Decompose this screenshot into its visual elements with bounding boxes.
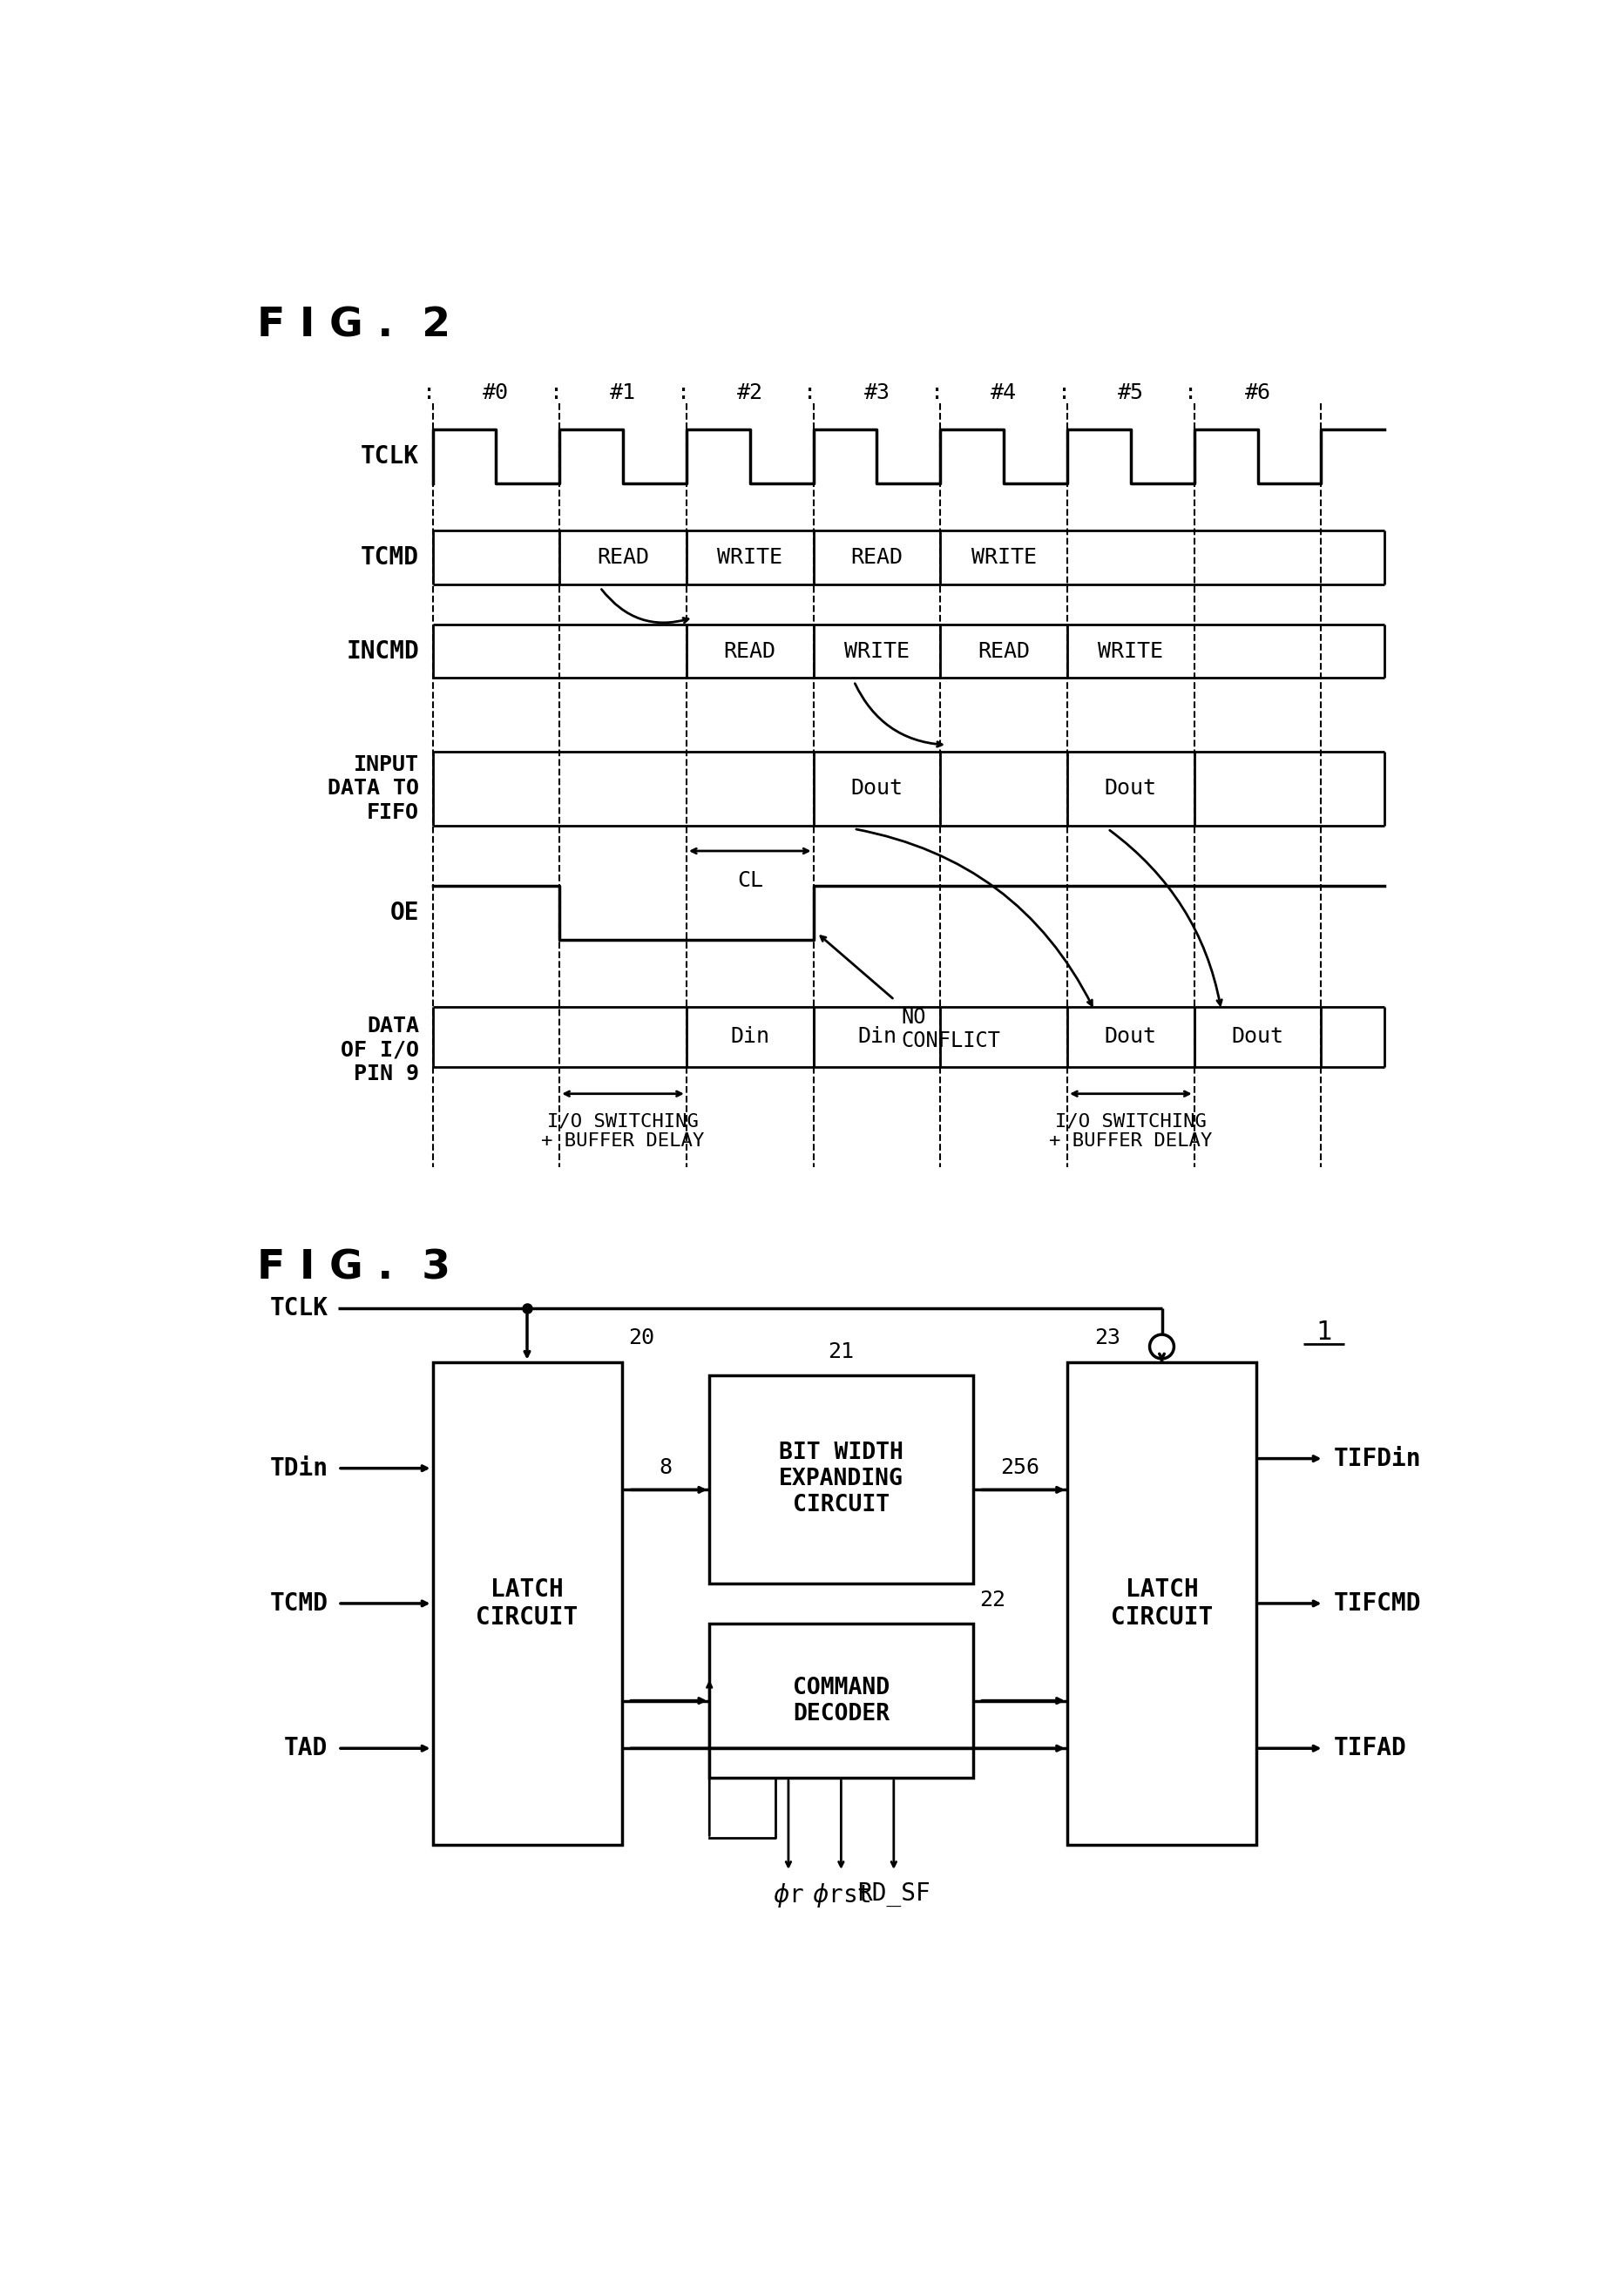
Text: READ: READ	[724, 641, 776, 661]
Text: READ: READ	[851, 546, 903, 567]
Text: #6: #6	[1244, 383, 1270, 404]
Text: TIFCMD: TIFCMD	[1333, 1591, 1421, 1616]
Text: WRITE: WRITE	[1098, 641, 1163, 661]
Bar	[710, 1375, 973, 1584]
Text: :: :	[422, 383, 435, 404]
Text: F I G .  2: F I G . 2	[257, 305, 450, 344]
Text: LATCH
CIRCUIT: LATCH CIRCUIT	[476, 1577, 578, 1630]
Text: OE: OE	[390, 900, 419, 925]
Text: READ: READ	[598, 546, 650, 567]
Text: :: :	[804, 383, 817, 404]
Text: LATCH
CIRCUIT: LATCH CIRCUIT	[1111, 1577, 1213, 1630]
Text: $\phi$r: $\phi$r	[773, 1883, 804, 1910]
Text: Din: Din	[731, 1026, 770, 1047]
Text: TIFAD: TIFAD	[1333, 1736, 1406, 1761]
Text: Dout: Dout	[1104, 778, 1156, 799]
Text: COMMAND
DECODER: COMMAND DECODER	[793, 1676, 890, 1724]
Text: Din: Din	[857, 1026, 896, 1047]
Bar	[1067, 1362, 1257, 1846]
Text: 21: 21	[828, 1341, 854, 1362]
Text: Dout: Dout	[1231, 1026, 1285, 1047]
Text: BIT WIDTH
EXPANDING
CIRCUIT: BIT WIDTH EXPANDING CIRCUIT	[780, 1442, 903, 1518]
Text: RD_SF: RD_SF	[857, 1883, 931, 1906]
Text: I/O SWITCHING
+ BUFFER DELAY: I/O SWITCHING + BUFFER DELAY	[1049, 1114, 1212, 1150]
Text: :: :	[549, 383, 562, 404]
Text: TIFDin: TIFDin	[1333, 1446, 1421, 1472]
Text: 1: 1	[1315, 1320, 1332, 1345]
Text: CL: CL	[737, 870, 763, 891]
Text: DATA
OF I/O
PIN 9: DATA OF I/O PIN 9	[341, 1015, 419, 1084]
Text: F I G .  3: F I G . 3	[257, 1249, 450, 1288]
Text: READ: READ	[978, 641, 1030, 661]
Text: I/O SWITCHING
+ BUFFER DELAY: I/O SWITCHING + BUFFER DELAY	[541, 1114, 705, 1150]
Text: :: :	[1057, 383, 1070, 404]
Text: TCLK: TCLK	[270, 1297, 328, 1320]
Text: #0: #0	[482, 383, 508, 404]
Text: #3: #3	[864, 383, 890, 404]
Bar	[710, 1623, 973, 1777]
Text: 256: 256	[1000, 1458, 1039, 1479]
Text: Dout: Dout	[851, 778, 903, 799]
Text: 20: 20	[628, 1327, 654, 1348]
Text: #2: #2	[737, 383, 763, 404]
Bar	[432, 1362, 622, 1846]
Text: TCMD: TCMD	[270, 1591, 328, 1616]
Text: WRITE: WRITE	[971, 546, 1036, 567]
Text: TCMD: TCMD	[361, 544, 419, 569]
Text: #5: #5	[1117, 383, 1143, 404]
Text: INPUT
DATA TO
FIFO: INPUT DATA TO FIFO	[328, 753, 419, 824]
Text: TDin: TDin	[270, 1456, 328, 1481]
Text: #1: #1	[611, 383, 637, 404]
Text: 22: 22	[979, 1589, 1005, 1609]
Text: TCLK: TCLK	[361, 445, 419, 468]
Text: WRITE: WRITE	[718, 546, 783, 567]
Text: :: :	[931, 383, 944, 404]
Text: TAD: TAD	[284, 1736, 328, 1761]
Text: #4: #4	[991, 383, 1017, 404]
Text: 23: 23	[1095, 1327, 1121, 1348]
Text: WRITE: WRITE	[844, 641, 909, 661]
Text: :: :	[677, 383, 690, 404]
Text: INCMD: INCMD	[346, 638, 419, 664]
Text: Dout: Dout	[1104, 1026, 1156, 1047]
Text: NO
CONFLICT: NO CONFLICT	[901, 1006, 1000, 1052]
Text: :: :	[1184, 383, 1197, 404]
Text: 8: 8	[659, 1458, 672, 1479]
Text: $\phi$rst: $\phi$rst	[812, 1883, 870, 1910]
